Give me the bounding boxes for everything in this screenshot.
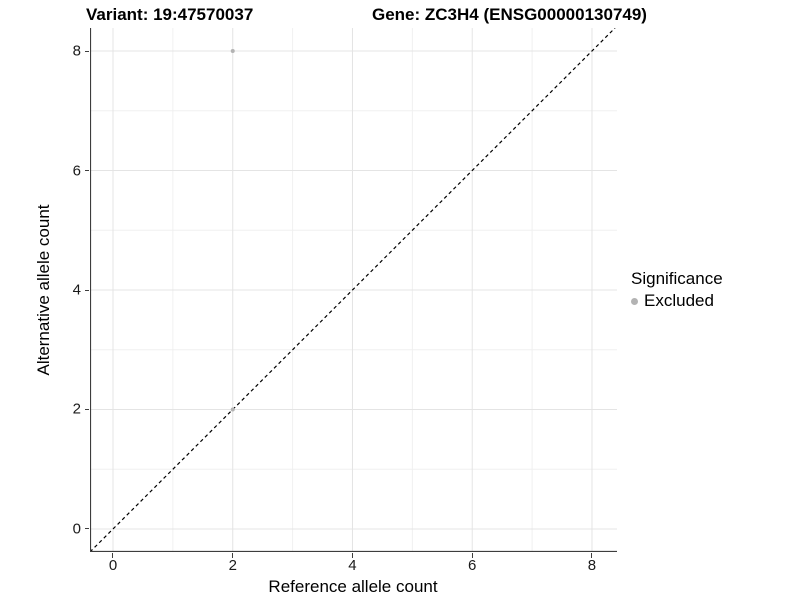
gene-title: Gene: ZC3H4 (ENSG00000130749) <box>372 5 647 24</box>
x-tick-mark <box>591 553 593 558</box>
y-tick-mark <box>84 170 89 171</box>
excluded-point-swatch <box>631 297 638 305</box>
y-tick-label: 2 <box>72 400 81 418</box>
plot-panel <box>90 28 617 552</box>
x-tick-mark <box>351 553 353 558</box>
identity-line <box>90 28 616 552</box>
x-tick-label: 8 <box>587 557 597 574</box>
data-point-excluded <box>230 407 235 412</box>
legend-entry-excluded: Excluded <box>631 291 723 311</box>
x-tick-label: 2 <box>228 557 237 574</box>
y-tick-label: 0 <box>72 520 81 538</box>
y-tick-label: 6 <box>72 162 81 179</box>
x-tick-label: 6 <box>468 557 477 574</box>
legend-entry-label: Excluded <box>644 291 714 310</box>
x-tick-label: 0 <box>108 557 118 574</box>
legend: Significance Excluded <box>631 269 723 311</box>
y-tick-label: 8 <box>72 42 81 60</box>
y-tick-mark <box>84 289 89 291</box>
y-tick-label: 4 <box>72 281 81 299</box>
legend-title: Significance <box>631 269 723 288</box>
y-tick-mark <box>84 528 89 530</box>
y-axis-title: Alternative allele count <box>34 204 53 376</box>
x-tick-mark <box>112 553 114 558</box>
x-tick-label: 4 <box>348 557 357 574</box>
variant-title: Variant: 19:47570037 <box>86 5 254 24</box>
data-point-excluded <box>230 49 235 54</box>
y-tick-mark <box>84 50 89 52</box>
plot-area-svg <box>90 28 617 552</box>
x-tick-mark <box>232 553 234 558</box>
x-tick-mark <box>471 553 473 558</box>
x-axis-title: Reference allele count <box>268 577 438 596</box>
y-tick-mark <box>84 408 89 410</box>
